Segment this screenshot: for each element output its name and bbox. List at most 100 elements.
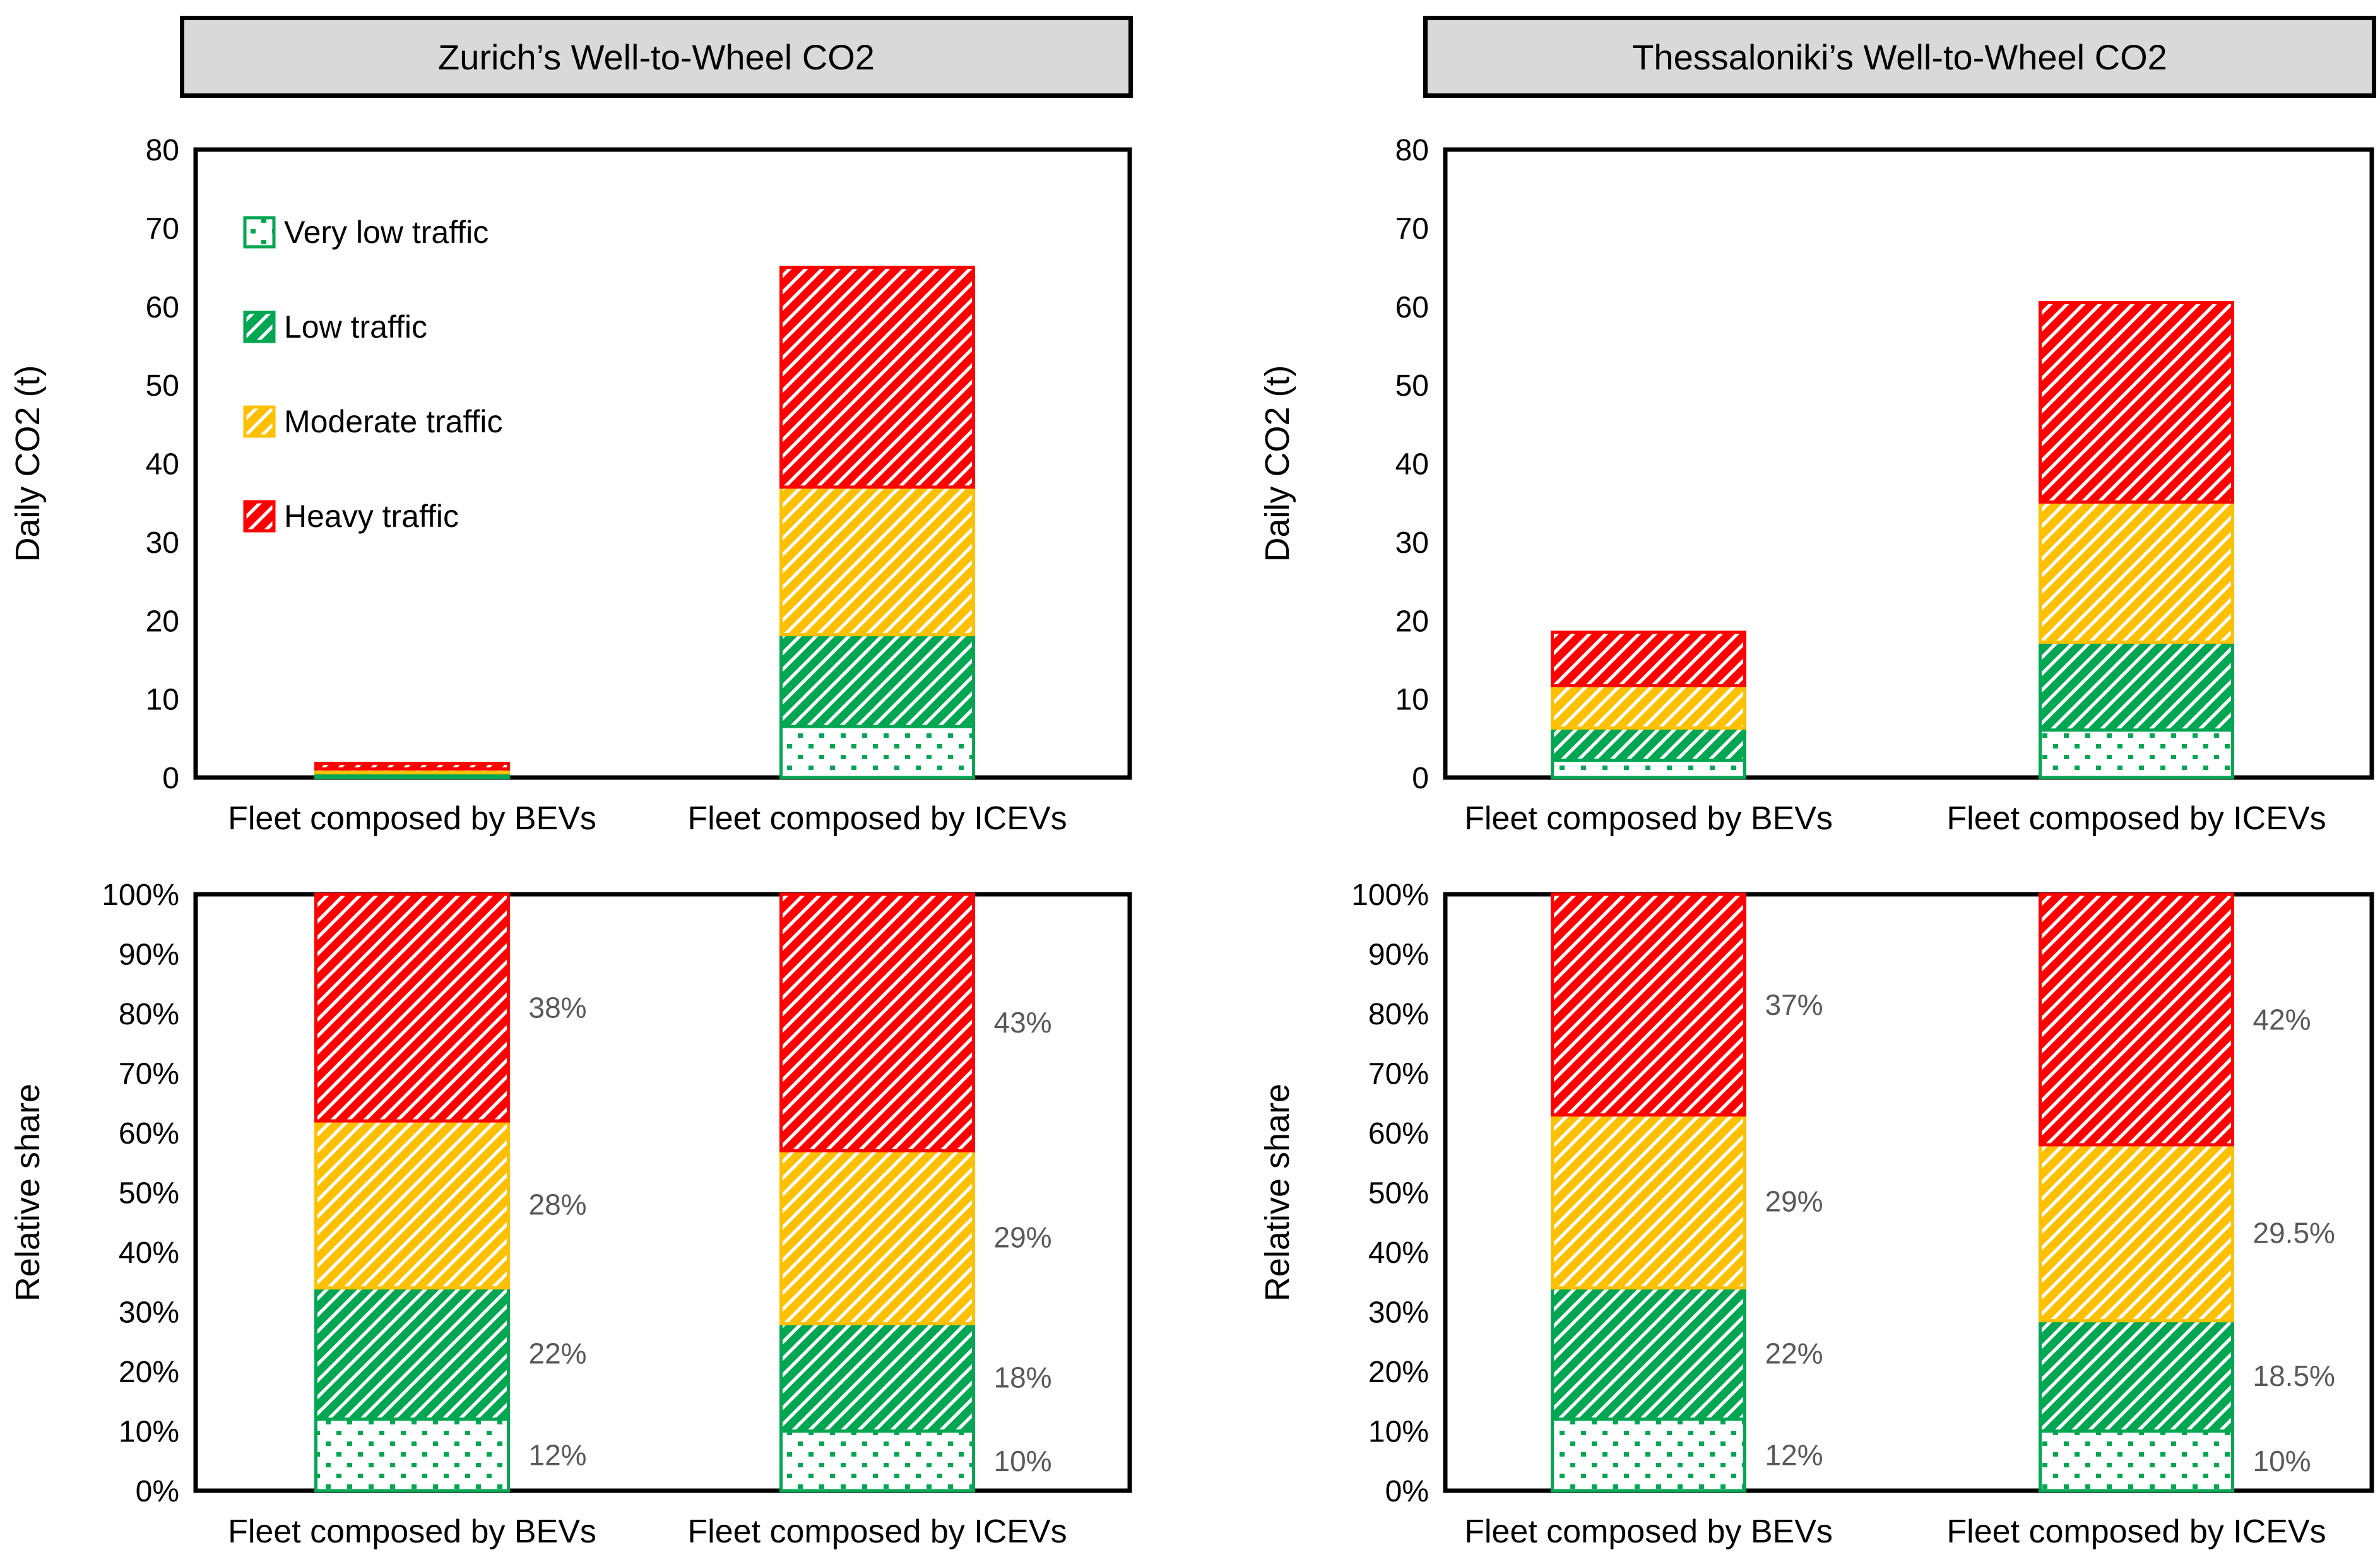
segment-perc-label: 43% [994,1006,1052,1039]
y-tick-label: 80 [146,134,179,167]
x-category-label: Fleet composed by ICEVs [687,1513,1067,1550]
y-tick-label: 20 [1395,605,1429,638]
legend-swatch-low-icon [243,311,276,343]
chart-thessaloniki-relative-share: 0% 10% 20% 30% 40% 50% 60% 70% 80% 90% 100% Relativ… [1258,879,2374,1550]
y-axis-label: Relative share [1258,1084,1296,1301]
bar-segment-heavy [779,266,975,489]
bar-segment-very-low [779,1429,975,1493]
legend-swatch-very-low-icon [243,216,276,249]
legend-label: Heavy traffic [284,499,459,534]
y-tick-label: 70% [1368,1058,1429,1091]
segment-perc-label: 22% [1765,1337,1823,1370]
y-tick-label: 80% [1368,998,1429,1031]
segment-perc-label: 18.5% [2253,1359,2335,1392]
x-category-label: Fleet composed by BEVs [228,800,596,837]
bar-segment-moderate [779,485,975,637]
bar-segment-very-low [314,1417,510,1493]
bar-segment-low [779,1322,975,1433]
y-tick-label: 100% [1351,879,1429,912]
x-category-label: Fleet composed by ICEVs [1946,800,2326,837]
legend-swatch-moderate-icon [243,405,276,438]
x-category-label: Fleet composed by BEVs [228,1513,596,1550]
segment-perc-label: 12% [1765,1438,1823,1471]
bar-segment-very-low [2039,728,2234,779]
bar-segment-heavy [1551,630,1746,687]
y-tick-label: 60% [1368,1117,1429,1151]
y-tick-label: 50 [1395,369,1429,403]
y-tick-label: 40 [146,448,179,482]
bar-segment-low [2039,640,2234,732]
y-tick-label: 30% [1368,1296,1429,1330]
y-tick-label: 100% [102,879,179,912]
bar-segment-very-low [1551,1417,1746,1493]
legend-label: Moderate traffic [284,404,502,439]
y-tick-label: 70 [1395,212,1429,246]
y-tick-label: 80 [1395,134,1429,167]
bar-segment-very-low [1551,759,1746,779]
segment-perc-label: 10% [994,1445,1052,1477]
plot-frame [1443,147,2374,780]
y-tick-label: 50% [119,1177,179,1210]
y-tick-label: 20 [146,605,179,638]
plot-frame [193,892,1132,1493]
bar-segment-moderate [2039,1143,2234,1323]
segment-perc-label: 38% [529,991,587,1024]
y-tick-label: 60 [146,291,179,324]
x-category-label: Fleet composed by BEVs [1464,800,1833,837]
y-tick-label: 30 [1395,526,1429,560]
chart-thessaloniki-daily-co2: 0 10 20 30 40 50 60 70 80 Daily CO2 (t) Fleet comp… [1258,134,2374,837]
y-tick-label: 50% [1368,1177,1429,1210]
y-tick-label: 90% [1368,938,1429,972]
segment-perc-label: 12% [529,1438,587,1471]
segment-perc-label: 10% [2253,1445,2311,1477]
y-tick-label: 20% [119,1356,179,1389]
chart-title-thessaloniki: Thessaloniki’s Well-to-Wheel CO2 [1423,16,2376,98]
bar-segment-moderate [779,1149,975,1325]
segment-perc-label: 22% [529,1337,587,1370]
bar-segment-low [2039,1319,2234,1433]
bar-segment-low [1551,726,1746,762]
y-tick-label: 70% [119,1058,179,1091]
bar-segment-heavy [2039,892,2234,1147]
bar-segment-moderate [314,1119,510,1290]
chart-zurich-relative-share: 0% 10% 20% 30% 40% 50% 60% 70% 80% 90% 100% Relativ… [9,879,1132,1550]
y-axis-label: Daily CO2 (t) [9,365,47,562]
chart-zurich-daily-co2: 0 10 20 30 40 50 60 70 80 Daily CO2 (t) Fleet comp… [9,134,1132,837]
segment-perc-label: 29.5% [2253,1216,2335,1249]
x-category-label: Fleet composed by ICEVs [1946,1513,2326,1550]
y-tick-label: 30% [119,1296,179,1330]
bar-segment-heavy [2039,301,2234,504]
bar-segment-low [1551,1286,1746,1421]
y-axis-label: Daily CO2 (t) [1258,365,1296,562]
bar-segment-low [779,633,975,728]
y-tick-label: 60% [119,1117,179,1151]
legend-label: Low traffic [284,309,427,345]
y-tick-label: 40% [119,1236,179,1270]
segment-perc-label: 18% [994,1361,1052,1393]
bar-segment-heavy [314,892,510,1123]
y-tick-label: 90% [119,938,179,972]
y-tick-label: 10% [119,1416,179,1449]
y-tick-label: 50 [146,369,179,403]
y-tick-label: 40% [1368,1236,1429,1270]
y-tick-label: 10 [1395,683,1429,717]
bar-segment-heavy [1551,892,1746,1117]
segment-perc-label: 42% [2253,1003,2311,1036]
y-tick-label: 0 [1412,762,1429,795]
segment-perc-label: 37% [1765,988,1823,1021]
bar-segment-moderate [1551,683,1746,730]
y-tick-label: 40 [1395,448,1429,482]
legend-label: Very low traffic [284,215,488,250]
segment-perc-label: 29% [1765,1185,1823,1218]
y-tick-label: 0 [162,762,179,795]
segment-perc-label: 29% [994,1221,1052,1253]
plot-frame [193,147,1132,780]
y-tick-label: 10% [1368,1416,1429,1449]
y-axis-label: Relative share [9,1084,47,1301]
bar-segment-moderate [2039,500,2234,644]
bar-segment-very-low [779,725,975,779]
y-tick-label: 20% [1368,1356,1429,1389]
legend-swatch-heavy-icon [243,500,276,533]
